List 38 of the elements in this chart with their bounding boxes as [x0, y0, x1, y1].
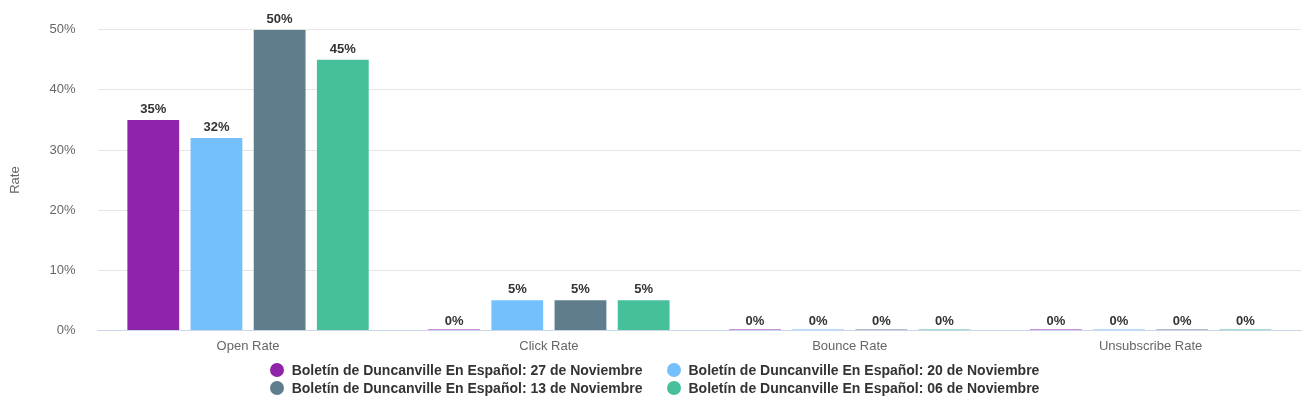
y-tick-label: 0%	[56, 321, 77, 337]
y-tick-label: 20%	[49, 201, 77, 217]
data-label: 5%	[507, 281, 528, 297]
y-tick-label: 30%	[49, 141, 77, 157]
data-label: 32%	[203, 119, 230, 135]
y-axis-title: Rate	[7, 166, 23, 194]
legend-label: Boletín de Duncanville En Español: 27 de Noviembre	[291, 362, 643, 378]
x-tick-label: Bounce Rate	[812, 337, 888, 353]
y-tick-label: 50%	[49, 21, 77, 37]
data-label: 5%	[634, 281, 654, 297]
bar	[190, 138, 243, 330]
y-tick-label: 10%	[49, 261, 77, 277]
data-label: 0%	[444, 313, 464, 329]
data-label: 0%	[808, 313, 828, 329]
data-label: 50%	[266, 10, 294, 26]
x-tick-label: Click Rate	[519, 337, 579, 353]
data-label: 0%	[745, 313, 765, 329]
legend-label: Boletín de Duncanville En Español: 20 de Noviembre	[688, 362, 1040, 378]
bar	[127, 119, 180, 330]
data-label: 35%	[140, 101, 167, 117]
bar	[316, 59, 369, 330]
y-tick-label: 40%	[49, 81, 77, 97]
data-label: 0%	[1109, 313, 1129, 329]
bar	[554, 300, 607, 330]
data-label: 0%	[1046, 313, 1066, 329]
x-tick-label: Unsubscribe Rate	[1098, 337, 1203, 353]
legend-label: Boletín de Duncanville En Español: 13 de Noviembre	[291, 380, 643, 396]
bar	[253, 29, 306, 330]
bar	[617, 300, 670, 330]
data-label: 0%	[1235, 313, 1256, 329]
data-label: 0%	[935, 313, 955, 329]
bar	[491, 300, 544, 330]
legend-label: Boletín de Duncanville En Español: 06 de Noviembre	[688, 380, 1040, 396]
data-label: 5%	[571, 281, 591, 297]
data-label: 0%	[1172, 313, 1192, 329]
x-tick-label: Open Rate	[216, 337, 280, 353]
data-label: 45%	[329, 40, 357, 56]
data-label: 0%	[871, 313, 892, 329]
